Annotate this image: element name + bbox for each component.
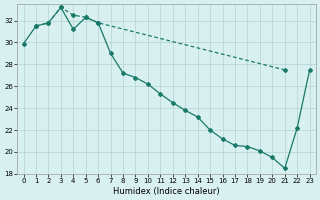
X-axis label: Humidex (Indice chaleur): Humidex (Indice chaleur): [113, 187, 220, 196]
